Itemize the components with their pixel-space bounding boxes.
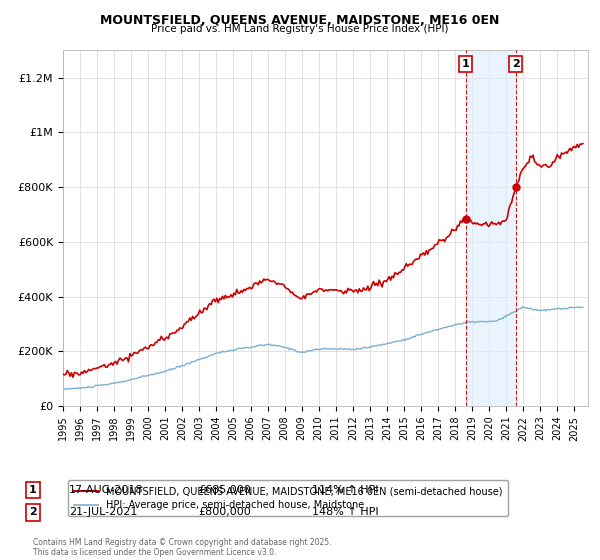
Text: Price paid vs. HM Land Registry's House Price Index (HPI): Price paid vs. HM Land Registry's House …	[151, 24, 449, 34]
Text: £685,000: £685,000	[198, 485, 251, 495]
Text: £800,000: £800,000	[198, 507, 251, 517]
Text: MOUNTSFIELD, QUEENS AVENUE, MAIDSTONE, ME16 0EN: MOUNTSFIELD, QUEENS AVENUE, MAIDSTONE, M…	[100, 14, 500, 27]
Text: Contains HM Land Registry data © Crown copyright and database right 2025.
This d: Contains HM Land Registry data © Crown c…	[33, 538, 331, 557]
Text: 17-AUG-2018: 17-AUG-2018	[69, 485, 143, 495]
Text: 114% ↑ HPI: 114% ↑ HPI	[312, 485, 379, 495]
Text: 1: 1	[462, 59, 470, 69]
Text: 21-JUL-2021: 21-JUL-2021	[69, 507, 137, 517]
Bar	[466, 50, 515, 406]
Legend: MOUNTSFIELD, QUEENS AVENUE, MAIDSTONE, ME16 0EN (semi-detached house), HPI: Aver: MOUNTSFIELD, QUEENS AVENUE, MAIDSTONE, M…	[68, 480, 508, 516]
Text: 2: 2	[512, 59, 520, 69]
Text: 2: 2	[29, 507, 37, 517]
Text: 1: 1	[29, 485, 37, 495]
Text: 148% ↑ HPI: 148% ↑ HPI	[312, 507, 379, 517]
